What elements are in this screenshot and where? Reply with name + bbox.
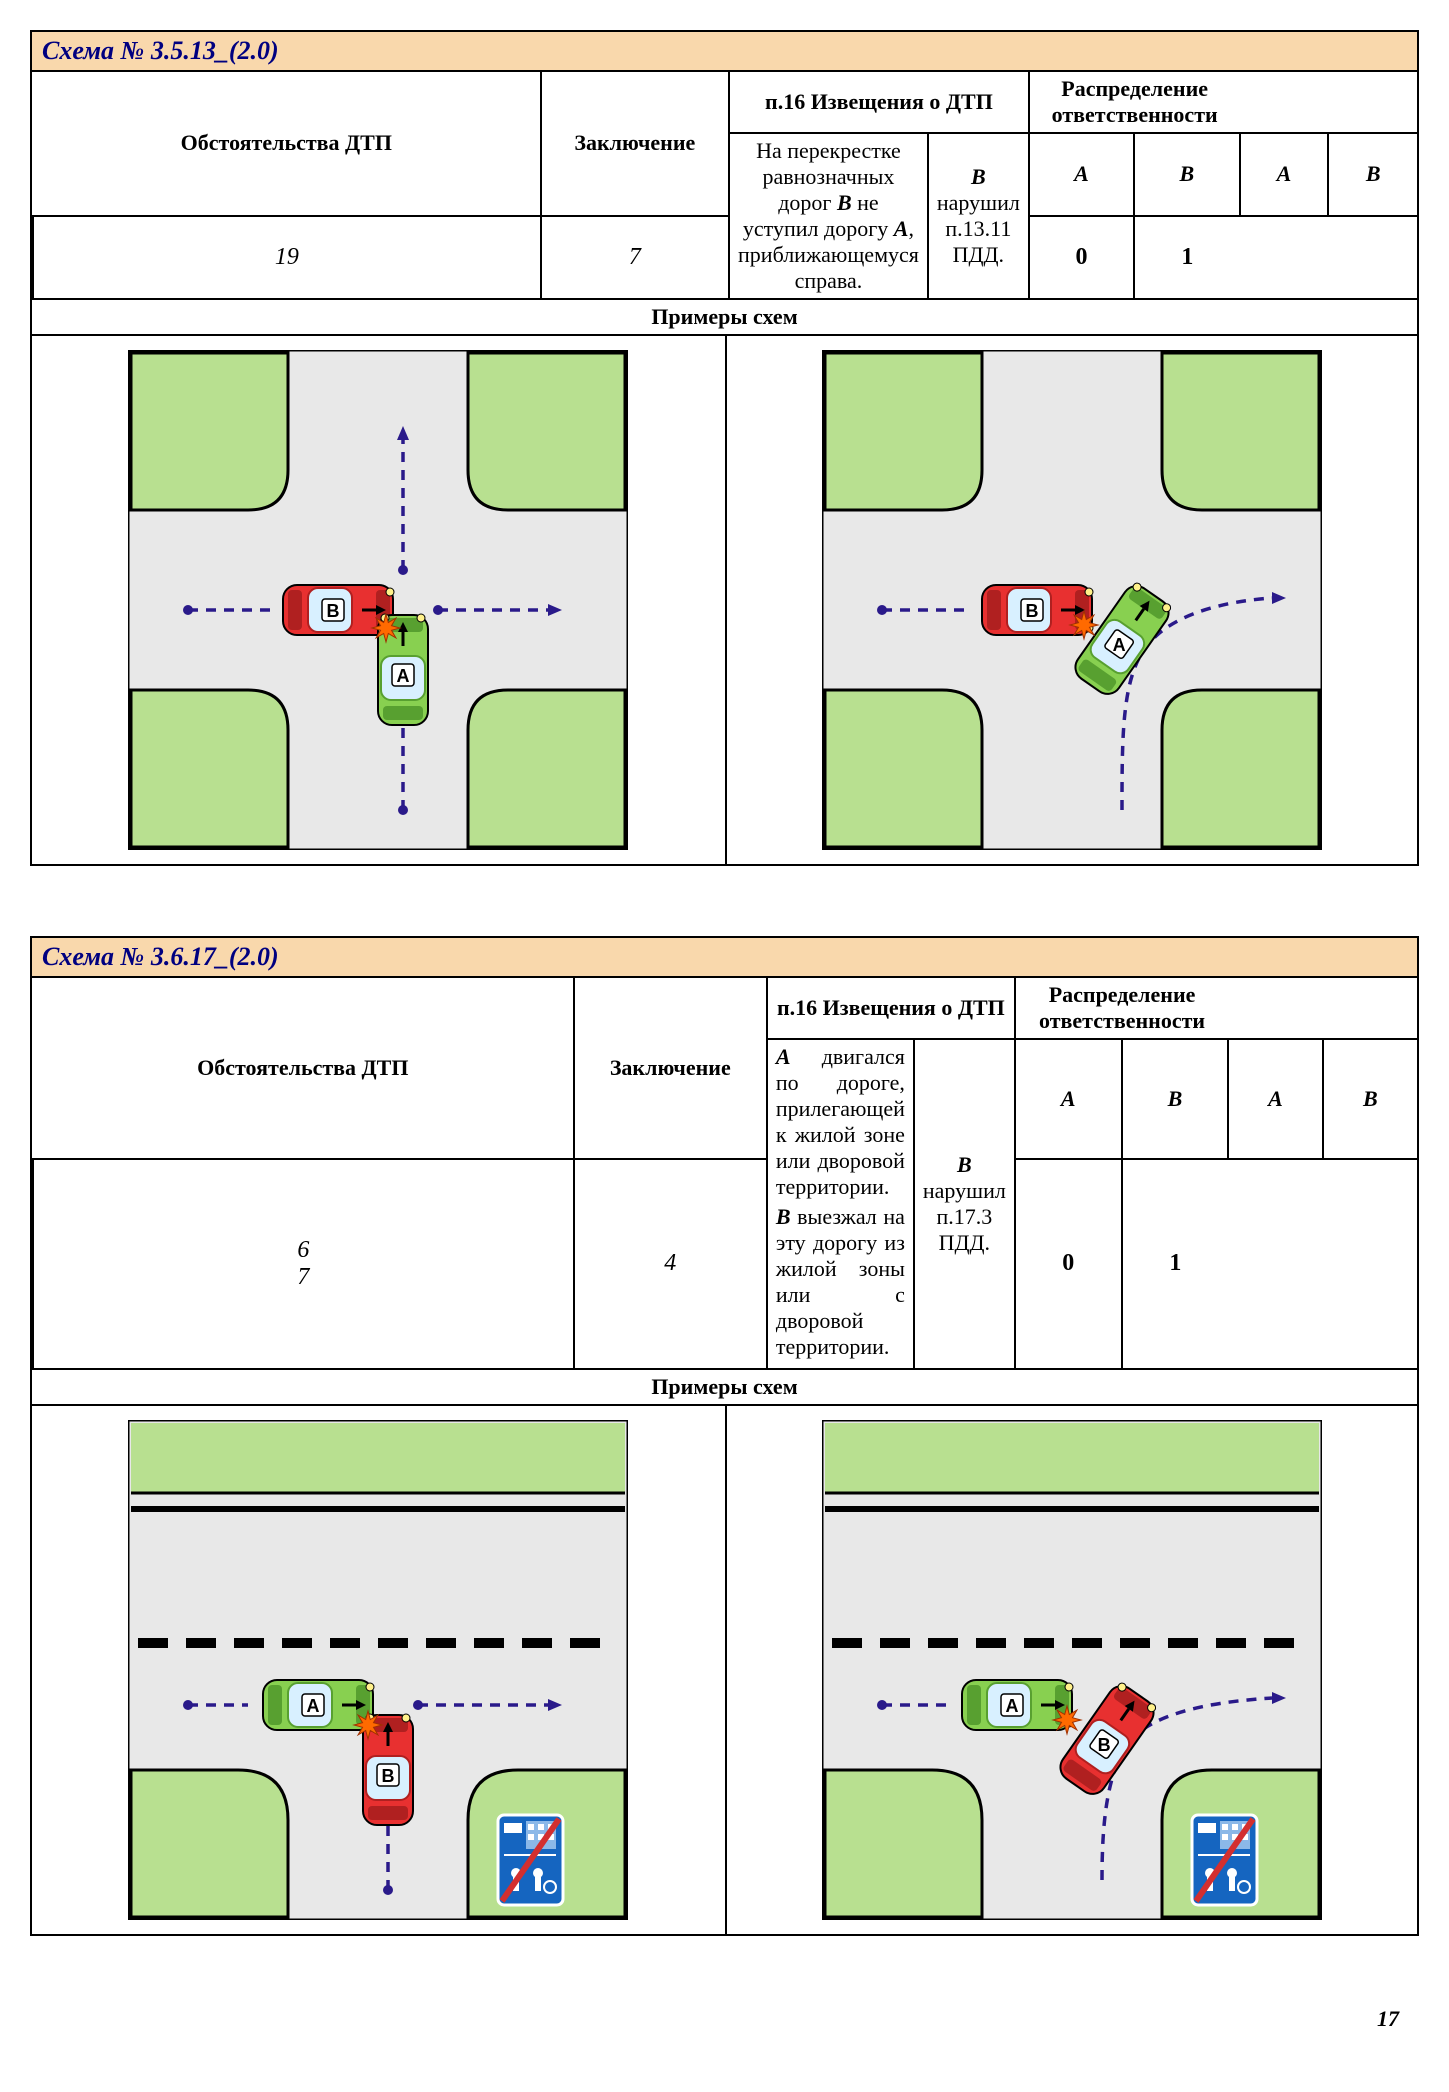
scheme-table: Обстоятельства ДТП Заключение п.16 Извещ… [32,72,1417,298]
header-notice: п.16 Извещения о ДТП [767,978,1015,1039]
header-notice: п.16 Извещения о ДТП [729,72,1029,133]
scheme-block: Схема № 3.6.17_(2.0) Обстоятельства ДТП … [30,936,1419,1936]
traffic-diagram: B A [822,350,1322,850]
examples-header: Примеры схем [32,1368,1417,1406]
resp-b-value: 1 [1122,1159,1229,1368]
header-conclusion: Заключение [574,978,767,1159]
circumstances-text: На перекрестке равнозначных дорог B не у… [729,133,928,298]
notice-col-b: B [1134,133,1239,216]
diagrams-row: B A [32,336,1417,864]
scheme-table: Обстоятельства ДТП Заключение п.16 Извещ… [32,978,1417,1368]
traffic-diagram: A B [128,1420,628,1920]
scheme-title: Схема № 3.5.13_(2.0) [32,32,1417,72]
resp-col-b: B [1323,1039,1417,1159]
header-circumstances: Обстоятельства ДТП [33,978,574,1159]
resp-col-b: B [1328,133,1417,216]
svg-text:B: B [1025,601,1038,621]
notice-b-value: 7 [541,216,729,299]
diagram-cell: A B [725,1406,1418,1934]
header-circumstances: Обстоятельства ДТП [33,72,541,216]
svg-text:A: A [1005,1696,1018,1716]
svg-text:B: B [382,1766,395,1786]
diagram-cell: B A [725,336,1418,864]
page-number: 17 [30,2006,1419,2032]
svg-text:A: A [307,1696,320,1716]
resp-col-a: A [1240,133,1329,216]
notice-col-a: A [1029,133,1134,216]
svg-text:A: A [397,666,410,686]
notice-a-value: 19 [33,216,541,299]
notice-a-value: 67 [33,1159,574,1368]
notice-b-value: 4 [574,1159,767,1368]
header-conclusion: Заключение [541,72,729,216]
circumstances-text: A двигался по дороге, прилегающей к жило… [767,1039,914,1368]
examples-header: Примеры схем [32,298,1417,336]
diagram-cell: B A [32,336,725,864]
svg-text:B: B [1097,1735,1110,1755]
notice-col-a: A [1015,1039,1122,1159]
header-responsibility: Распределение ответственности [1029,72,1240,133]
scheme-title: Схема № 3.6.17_(2.0) [32,938,1417,978]
conclusion-text: B нарушил п.13.11 ПДД. [928,133,1029,298]
notice-col-b: B [1122,1039,1229,1159]
diagram-cell: A B [32,1406,725,1934]
traffic-diagram: A B [822,1420,1322,1920]
svg-text:B: B [327,601,340,621]
conclusion-text: B нарушил п.17.3 ПДД. [914,1039,1015,1368]
resp-a-value: 0 [1015,1159,1122,1368]
resp-col-a: A [1228,1039,1322,1159]
resp-b-value: 1 [1134,216,1239,299]
scheme-block: Схема № 3.5.13_(2.0) Обстоятельства ДТП … [30,30,1419,866]
svg-text:A: A [1112,635,1125,655]
resp-a-value: 0 [1029,216,1134,299]
header-responsibility: Распределение ответственности [1015,978,1228,1039]
traffic-diagram: B A [128,350,628,850]
diagrams-row: A B [32,1406,1417,1934]
